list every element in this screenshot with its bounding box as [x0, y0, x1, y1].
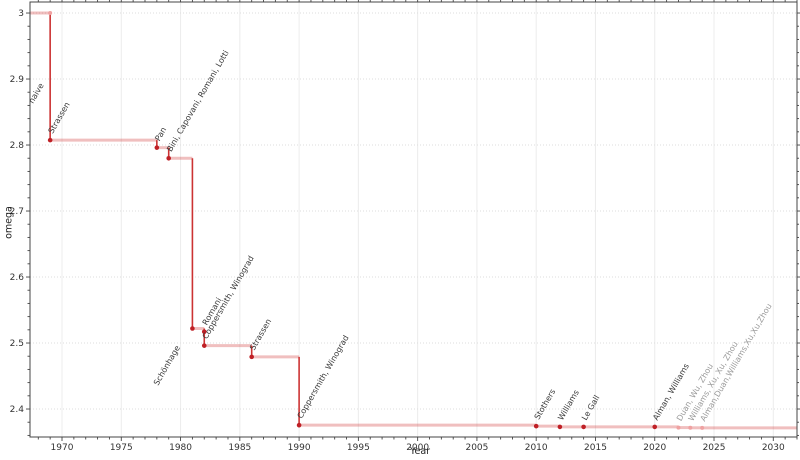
x-tick-label: 2010 [525, 443, 548, 453]
point-label: Le Gall [580, 394, 601, 422]
y-axis-label: omega [3, 206, 15, 239]
point-label: Alman,Duan,Williams,Xu,Xu,Zhou [699, 302, 774, 423]
x-axis-label: Year [409, 446, 431, 457]
x-tick-label: 2000 [406, 443, 429, 453]
x-tick-label: 1980 [169, 443, 192, 453]
y-tick-label: 3 [18, 9, 24, 19]
data-point [688, 425, 693, 430]
x-tick-label: 1990 [288, 443, 311, 453]
x-tick-label: 2025 [703, 443, 726, 453]
y-tick-label: 2.5 [10, 339, 24, 349]
data-point [47, 137, 53, 143]
data-point [581, 424, 586, 430]
x-tick-label: 2030 [762, 443, 785, 453]
y-tick-label: 2.9 [10, 75, 25, 85]
data-point [190, 326, 195, 331]
data-point [249, 354, 254, 360]
y-tick-label: 2.6 [10, 273, 25, 283]
x-tick-label: 1995 [347, 443, 370, 453]
point-label: Williams [556, 388, 581, 422]
plot-frame [29, 1, 798, 438]
x-tick-label: 1975 [110, 443, 133, 453]
point-label: Coppersmith, Winograd [296, 334, 351, 420]
x-tick-label: 2020 [643, 443, 666, 453]
data-point [201, 343, 207, 348]
data-point [557, 424, 563, 430]
point-label: Coppersmith, Winograd [201, 254, 256, 340]
x-tick-label: 1970 [51, 443, 74, 453]
x-tick-label: 2005 [465, 443, 488, 453]
data-point [201, 329, 207, 335]
data-point [533, 423, 539, 429]
point-label: Strassen [248, 317, 273, 352]
data-point [154, 145, 160, 150]
point-label: Schönhage [152, 344, 182, 387]
data-point [652, 424, 658, 430]
y-tick-label: 2.8 [10, 141, 25, 151]
y-tick-label: 2.4 [10, 405, 25, 415]
x-tick-label: 1985 [228, 443, 251, 453]
data-point [48, 11, 53, 16]
data-point [166, 155, 172, 161]
data-point [296, 422, 302, 428]
point-label: Pan [153, 126, 168, 143]
data-point [700, 425, 705, 430]
x-tick-label: 2015 [584, 443, 607, 453]
data-point [676, 425, 681, 430]
point-label: Bini, Capovani, Romani, Lotti [165, 49, 231, 153]
y-tick-label: 2.7 [10, 207, 24, 217]
